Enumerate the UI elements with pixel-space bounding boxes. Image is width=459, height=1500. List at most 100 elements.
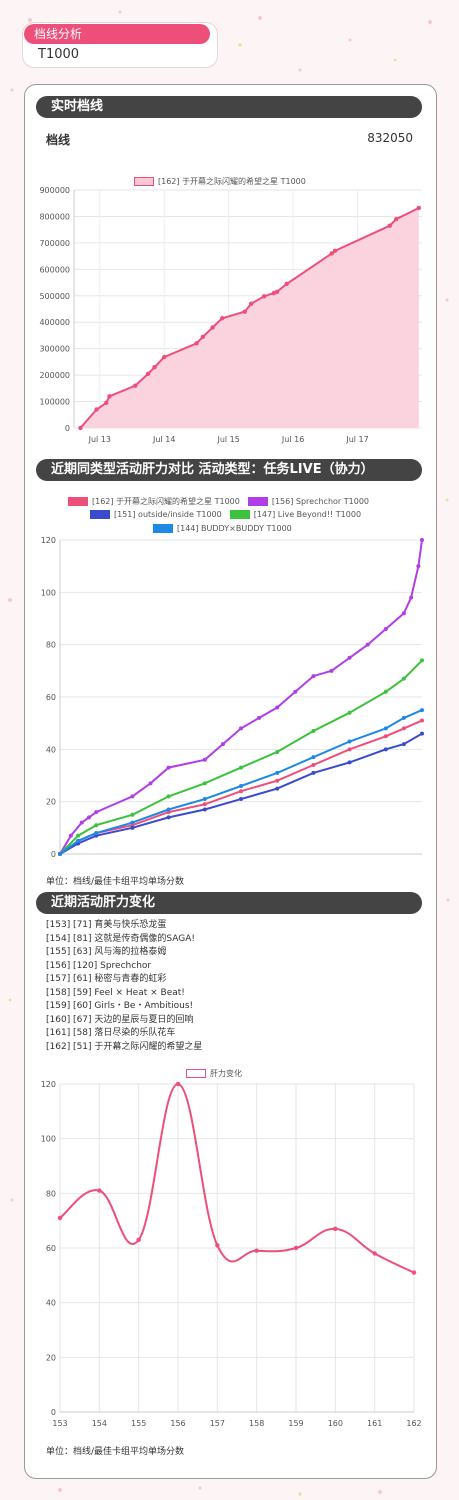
list-item: [153] [71] 育美与快乐恐龙蛋 — [46, 920, 167, 930]
data-point — [166, 765, 171, 770]
series-line — [59, 659, 423, 855]
chart2-legend-row1[interactable]: [162] 于开幕之际闪耀的希望之星 T1000 [156] Sprechcho… — [68, 496, 377, 507]
y-tick-label: 60 — [46, 693, 56, 702]
compare-unit: 单位：档线/最佳卡组平均单场分数 — [46, 877, 185, 887]
y-tick-label: 20 — [46, 798, 56, 807]
y-tick-label: 0 — [65, 424, 70, 433]
data-point — [130, 812, 135, 817]
border-value: 832050 — [367, 131, 413, 145]
y-tick-label: 900000 — [39, 186, 70, 195]
data-point — [239, 726, 243, 731]
data-point — [166, 794, 171, 799]
data-point — [401, 676, 406, 681]
chart1-legend[interactable]: [162] 于开幕之际闪耀的希望之星 T1000 — [134, 176, 306, 187]
data-point — [162, 354, 167, 360]
legend-item-162[interactable]: [162] 于开幕之际闪耀的希望之星 T1000 — [68, 496, 240, 507]
y-tick-label: 800000 — [39, 212, 70, 221]
data-point — [333, 1226, 338, 1232]
list-item: [157] [61] 秘密与青春的虹彩 — [46, 974, 167, 984]
chart3-legend[interactable]: 肝力变化 — [186, 1068, 242, 1079]
data-point — [202, 802, 207, 807]
data-point — [311, 763, 316, 768]
data-point — [401, 611, 406, 616]
data-point — [79, 820, 84, 825]
y-tick-label: 100 — [41, 1135, 56, 1144]
data-point — [239, 765, 243, 770]
x-tick-label: 154 — [92, 1419, 107, 1428]
legend-item-156[interactable]: [156] Sprechchor T1000 — [247, 497, 369, 506]
y-tick-label: 40 — [46, 745, 56, 754]
data-point — [311, 755, 316, 760]
data-point — [202, 781, 207, 786]
data-point — [347, 760, 352, 765]
data-point — [284, 281, 289, 287]
data-point — [239, 789, 243, 794]
recent-event-list: [153] [71] 育美与快乐恐龙蛋 [154] [81] 这就是传奇偶像的S… — [46, 919, 202, 1054]
data-point — [347, 739, 352, 744]
series-area — [80, 208, 419, 428]
x-tick-label: 161 — [367, 1419, 382, 1428]
data-point — [152, 364, 157, 370]
data-point — [97, 1188, 102, 1193]
data-point — [311, 729, 316, 734]
y-tick-label: 0 — [51, 1408, 56, 1417]
data-point — [293, 1245, 299, 1251]
data-point — [78, 425, 83, 431]
chart2-legend-row3[interactable]: [144] BUDDY×BUDDY T1000 — [153, 524, 300, 533]
y-tick-label: 300000 — [39, 345, 70, 354]
x-tick-label: Jul 15 — [216, 435, 239, 444]
data-point — [311, 674, 316, 679]
data-point — [239, 783, 243, 788]
data-point — [220, 742, 225, 747]
data-point — [194, 341, 199, 346]
data-point — [76, 833, 81, 838]
section-title-recent: 近期活动肝力变化 — [36, 892, 422, 914]
chart2-legend-row2[interactable]: [151] outside/inside T1000 [147] Live Be… — [90, 510, 369, 519]
legend-item-147[interactable]: [147] Live Beyond!! T1000 — [229, 510, 361, 519]
y-tick-label: 40 — [46, 1299, 56, 1308]
legend-swatch — [229, 510, 250, 519]
data-point — [133, 383, 138, 388]
data-point — [387, 223, 392, 228]
legend-label: [156] Sprechchor T1000 — [271, 497, 369, 506]
data-point — [94, 407, 99, 412]
data-point — [220, 316, 225, 321]
legend-item-144[interactable]: [144] BUDDY×BUDDY T1000 — [153, 524, 292, 533]
data-point — [293, 689, 298, 694]
compare-chart: 0 20 40 60 80 100 120 — [41, 536, 424, 859]
list-item: [158] [59] Feel × Heat × Beat! — [46, 987, 185, 998]
legend-swatch — [153, 524, 173, 533]
y-tick-label: 600000 — [39, 265, 70, 274]
data-point — [202, 797, 207, 802]
data-point — [166, 807, 171, 812]
data-point — [249, 301, 254, 306]
legend-item-151[interactable]: [151] outside/inside T1000 — [90, 510, 222, 519]
trend-chart: 0 20 40 60 80 100 120 153 154 155 156 157 158 159 160 1… — [41, 1080, 422, 1428]
data-point — [420, 538, 424, 542]
data-point — [275, 770, 280, 775]
data-point — [329, 668, 334, 673]
data-point — [145, 371, 151, 376]
data-point — [210, 325, 215, 330]
x-tick-label: Jul 14 — [152, 435, 175, 444]
data-point — [175, 1081, 181, 1087]
data-point — [104, 400, 109, 406]
y-tick-label: 120 — [41, 1080, 56, 1089]
legend-label: 肝力变化 — [210, 1069, 242, 1078]
y-tick-label: 200000 — [39, 371, 70, 380]
y-tick-label: 500000 — [39, 292, 70, 301]
data-point — [68, 833, 73, 838]
data-point — [130, 825, 135, 830]
legend-label: [144] BUDDY×BUDDY T1000 — [177, 524, 292, 533]
y-tick-label: 20 — [46, 1353, 56, 1362]
data-point — [347, 655, 352, 660]
legend-label: [162] 于开幕之际闪耀的希望之星 T1000 — [92, 497, 240, 506]
legend-label: [162] 于开幕之际闪耀的希望之星 T1000 — [158, 177, 306, 186]
data-point — [107, 394, 112, 399]
x-tick-label: 156 — [170, 1419, 185, 1428]
list-item: [162] [51] 于开幕之际闪耀的希望之星 — [46, 1041, 203, 1052]
y-tick-label: 60 — [46, 1244, 56, 1253]
data-point — [57, 1215, 63, 1221]
y-tick-label: 400000 — [39, 318, 70, 327]
legend-swatch — [186, 1069, 206, 1078]
